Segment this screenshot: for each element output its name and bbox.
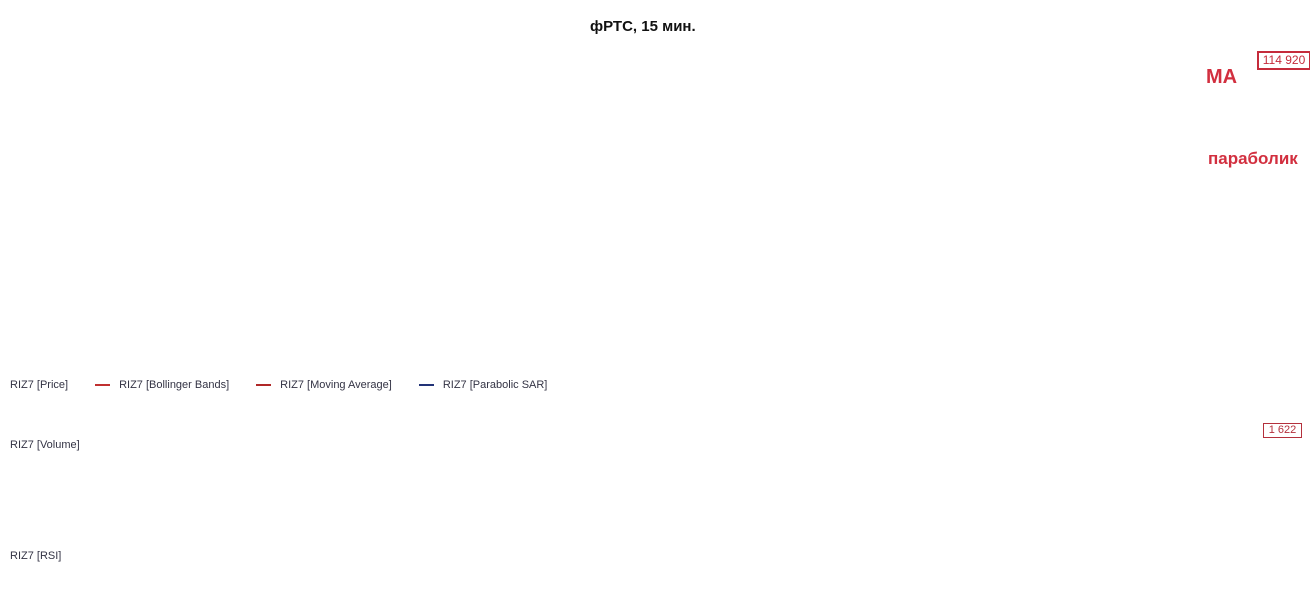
- legend-item-price: RIZ7 [Price]: [10, 379, 68, 391]
- legend: RIZ7 [Price] RIZ7 [Bollinger Bands] RIZ7…: [10, 379, 574, 391]
- parabolic-sar-line-sample-icon: [418, 384, 434, 386]
- last-price-flag: 114 920: [1257, 51, 1310, 70]
- moving-average-line-sample-icon: [256, 384, 272, 386]
- legend-item-bollinger-label: RIZ7 [Bollinger Bands]: [119, 379, 230, 391]
- rsi-panel-label: RIZ7 [RSI]: [10, 550, 62, 562]
- parabolic-annotation: параболик: [1208, 149, 1298, 168]
- legend-item-price-label: RIZ7 [Price]: [10, 379, 69, 391]
- ma-annotation: MA: [1206, 66, 1238, 88]
- volume-panel-label: RIZ7 [Volume]: [10, 439, 80, 451]
- last-volume-flag: 1 622: [1263, 423, 1302, 438]
- legend-item-parabolic-sar: RIZ7 [Parabolic SAR]: [418, 379, 548, 391]
- chart-title: фРТС, 15 мин.: [590, 18, 696, 35]
- legend-item-bollinger: RIZ7 [Bollinger Bands]: [95, 379, 229, 391]
- bollinger-line-sample-icon: [95, 384, 111, 386]
- legend-item-moving-average: RIZ7 [Moving Average]: [256, 379, 392, 391]
- legend-item-parabolic-sar-label: RIZ7 [Parabolic SAR]: [442, 379, 548, 391]
- legend-item-moving-average-label: RIZ7 [Moving Average]: [280, 379, 392, 391]
